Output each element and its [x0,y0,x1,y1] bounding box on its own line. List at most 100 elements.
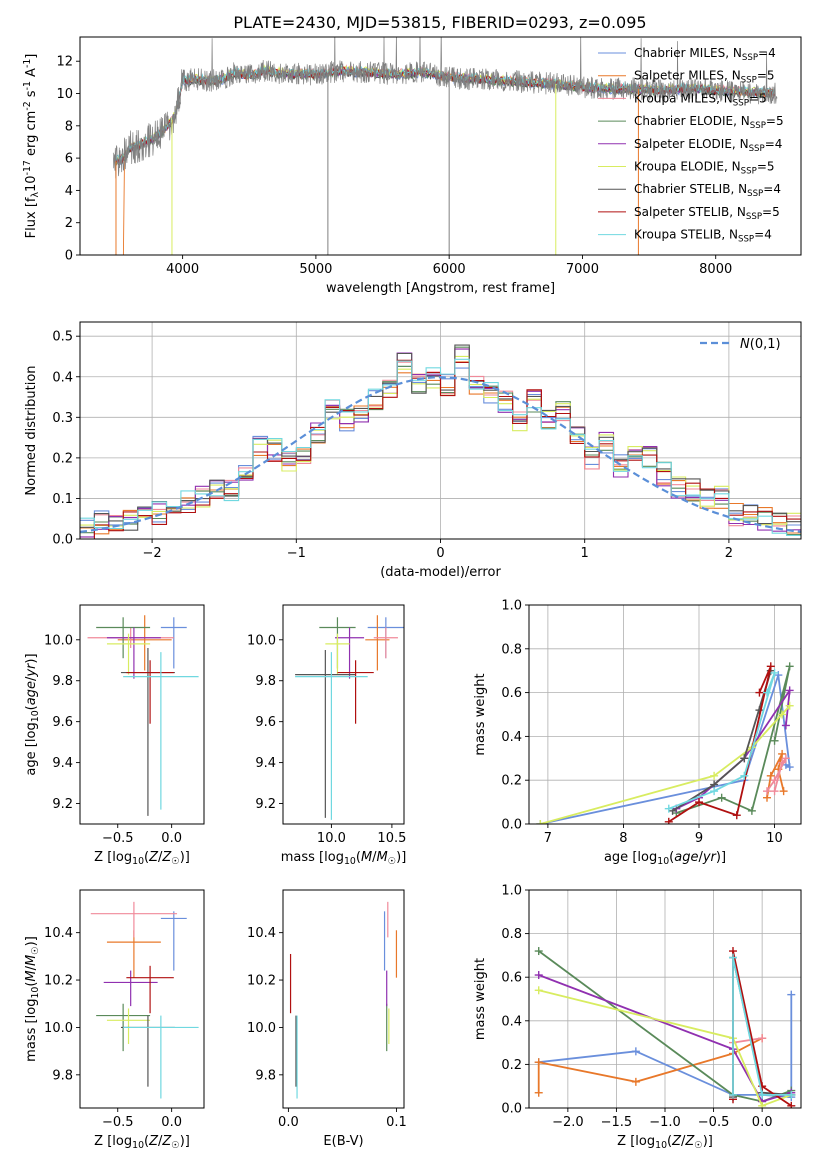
mass-weight-line [538,994,793,1099]
mass-vs-ebv-plot-area [289,901,398,1099]
x-tick-label: 4000 [166,262,199,277]
mass-weight-line [538,974,792,1103]
spectrum-panel: Chabrier MILES, NSSP=4 Salpeter MILES, NS… [22,36,802,296]
x-tick-label: 10.5 [377,831,406,846]
axes-frame [282,889,405,1109]
y-tick-label: 10.0 [247,1021,276,1036]
y-tick-label: 10.0 [247,633,276,648]
y-tick-label: 9.8 [52,1068,73,1083]
y-tick-label: 0.4 [501,730,522,745]
weight-vs-z-plot-area [534,947,796,1108]
x-tick-label: 0 [436,546,444,561]
x-tick-label: 2 [725,546,733,561]
legend-entry: Chabrier STELIB, NSSP=4 [634,182,781,199]
y-tick-label: 10.2 [44,974,73,989]
axes-frame [79,889,205,1109]
age-vs-mass-plot-area [295,615,404,820]
x-axis-label: Z [log10(Z/Z☉)] [94,1134,190,1151]
y-tick-label: 12 [56,55,73,70]
y-tick-label: 10.0 [44,633,73,648]
data-spectrum-line [112,37,778,179]
x-axis-label: Z [log10(Z/Z☉)] [617,1134,713,1151]
y-axis-label: mass weight [473,958,488,1040]
x-tick-label: 1 [581,546,589,561]
figure-title: PLATE=2430, MJD=53815, FIBERID=0293, z=0… [233,13,646,32]
y-tick-label: 0.2 [501,774,522,789]
y-tick-label: 0.2 [501,1058,522,1073]
x-tick-label: 9 [695,831,703,846]
y-tick-label: 0.0 [52,533,73,548]
legend-entry: Kroupa STELIB, NSSP=4 [634,228,772,245]
y-tick-label: 6 [65,152,73,167]
y-tick-label: 9.4 [52,756,73,771]
x-tick-label: −0.5 [102,831,134,846]
x-tick-label: 0.0 [278,1115,299,1130]
y-tick-label: 10.2 [247,974,276,989]
x-tick-label: 7 [544,831,552,846]
mass-vs-ebv-panel: 0.0 0.1 9.8 10.0 10.2 10.4 E(B-V) [247,889,407,1149]
x-tick-label: 0.0 [752,1115,773,1130]
x-tick-label: −0.5 [102,1115,134,1130]
weight-vs-age-panel: 7 8 9 10 0.0 0.2 0.4 0.6 0.8 1.0 age [log10(age/yr… [473,599,802,867]
y-tick-label: 10.0 [44,1021,73,1036]
y-tick-label: 0.5 [52,330,73,345]
legend-entry: Salpeter MILES, NSSP=5 [634,69,775,86]
axes-frame [79,604,205,825]
x-tick-label: −1 [287,546,306,561]
y-tick-label: 0.4 [501,1014,522,1029]
legend-entry: Salpeter ELODIE, NSSP=4 [634,137,782,154]
axes-frame [282,604,405,825]
y-tick-label: 10 [56,87,73,102]
x-tick-label: −2 [143,546,162,561]
x-tick-label: 6000 [433,262,466,277]
y-tick-label: 9.2 [255,797,276,812]
histogram-step-line [80,358,801,536]
y-tick-label: 9.8 [52,674,73,689]
y-tick-label: 2 [65,216,73,231]
y-axis-label: Flux [fλ10-17 erg cm-2 s-1 A-1] [22,54,41,239]
age-vs-z-panel: −0.5 0.0 9.2 9.4 9.6 9.8 10.0 Z [log10(Z/Z☉)] ag… [24,604,205,867]
y-tick-label: 9.4 [255,756,276,771]
gaussian-curve [80,376,801,533]
x-tick-label: −0.5 [698,1115,730,1130]
y-tick-label: 9.8 [255,1068,276,1083]
y-tick-label: 0.0 [501,818,522,833]
x-axis-label: wavelength [Angstrom, rest frame] [326,281,555,296]
legend-entry: N(0,1) [740,337,781,352]
y-axis-label: mass [log10(M/M☉)] [24,936,41,1062]
legend-entry: Chabrier MILES, NSSP=4 [634,46,776,63]
y-tick-label: 0.6 [501,686,522,701]
residual-hist-plot-area [80,344,801,539]
y-tick-label: 0.6 [501,971,522,986]
y-tick-label: 0.4 [52,370,73,385]
y-tick-label: 0.1 [52,492,73,507]
age-vs-z-plot-area [87,615,199,816]
x-axis-label: age [log10(age/yr)] [604,850,726,867]
x-tick-label: 0.0 [161,1115,182,1130]
legend-entry: Kroupa ELODIE, NSSP=5 [634,160,775,177]
x-tick-label: −2.0 [552,1115,584,1130]
x-tick-label: 5000 [299,262,332,277]
x-axis-label: Z [log10(Z/Z☉)] [94,850,190,867]
mass-vs-z-panel: −0.5 0.0 9.8 10.0 10.2 10.4 Z [log10(Z/Z☉)] mas… [24,889,205,1151]
y-tick-label: 0.2 [52,451,73,466]
mass-vs-z-plot-area [90,901,199,1099]
x-tick-label: −1.0 [649,1115,681,1130]
y-tick-label: 0.3 [52,411,73,426]
y-tick-label: 4 [65,184,73,199]
y-tick-label: 9.6 [255,715,276,730]
x-tick-label: −1.5 [601,1115,633,1130]
y-tick-label: 1.0 [501,599,522,614]
y-tick-label: 0.8 [501,642,522,657]
y-tick-label: 9.8 [255,674,276,689]
x-tick-label: 7000 [566,262,599,277]
x-tick-label: 8000 [699,262,732,277]
weight-vs-age-plot-area [536,662,794,824]
y-tick-label: 0 [65,249,73,264]
x-tick-label: 10.0 [317,831,346,846]
spectrum-plot-area [112,37,778,255]
y-axis-label: Normed distribution [24,365,39,495]
y-tick-label: 0.8 [501,927,522,942]
y-tick-label: 10.4 [44,926,73,941]
